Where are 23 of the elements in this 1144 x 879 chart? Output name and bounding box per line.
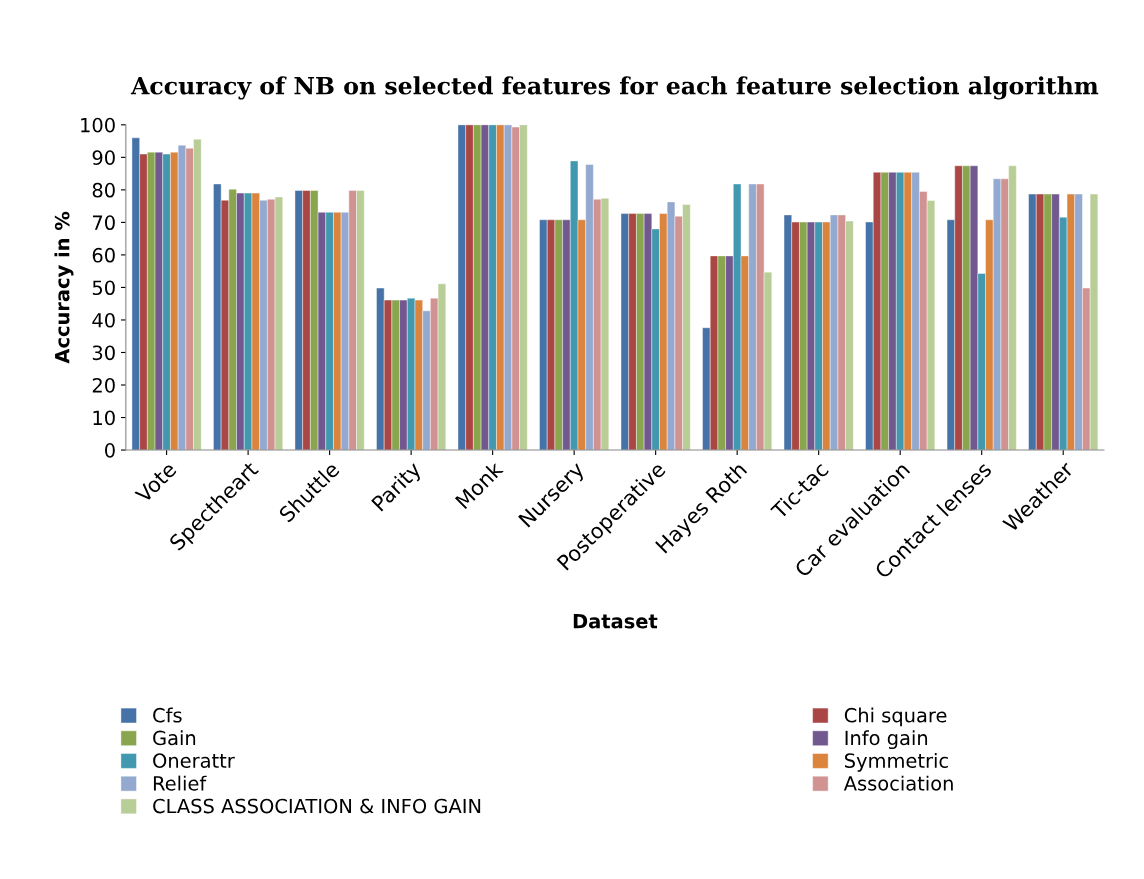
legend-label: Association xyxy=(843,775,953,791)
legend-label: Cfs xyxy=(153,707,182,723)
y-tick-label: 30 xyxy=(92,345,115,361)
y-tick-label: 60 xyxy=(92,247,115,263)
y-tick-label: 50 xyxy=(92,280,115,296)
y-axis-title: Accuracy in % xyxy=(54,211,74,364)
legend-label: Gain xyxy=(153,730,196,746)
y-tick-label: 40 xyxy=(92,312,115,328)
legend-label: Onerattr xyxy=(153,753,235,768)
legend-label: Relief xyxy=(153,775,207,791)
y-tick-label: 90 xyxy=(92,150,115,165)
y-tick-label: 100 xyxy=(81,117,115,133)
legend-label: Symmetric xyxy=(845,752,948,772)
legend-label: Info gain xyxy=(845,730,928,750)
y-tick-label: 10 xyxy=(93,410,115,426)
chart-title: Accuracy of NB on selected features for each feature selection algorithm xyxy=(130,76,1099,100)
x-axis-title: Dataset xyxy=(573,614,658,629)
y-tick-label: 70 xyxy=(92,215,115,231)
y-tick-label: 0 xyxy=(105,443,115,458)
legend-label: CLASS ASSOCIATION & INFO GAIN xyxy=(153,798,481,814)
y-tick-label: 20 xyxy=(92,377,115,393)
legend-label: Chi square xyxy=(844,707,947,727)
y-tick-label: 80 xyxy=(92,182,115,198)
